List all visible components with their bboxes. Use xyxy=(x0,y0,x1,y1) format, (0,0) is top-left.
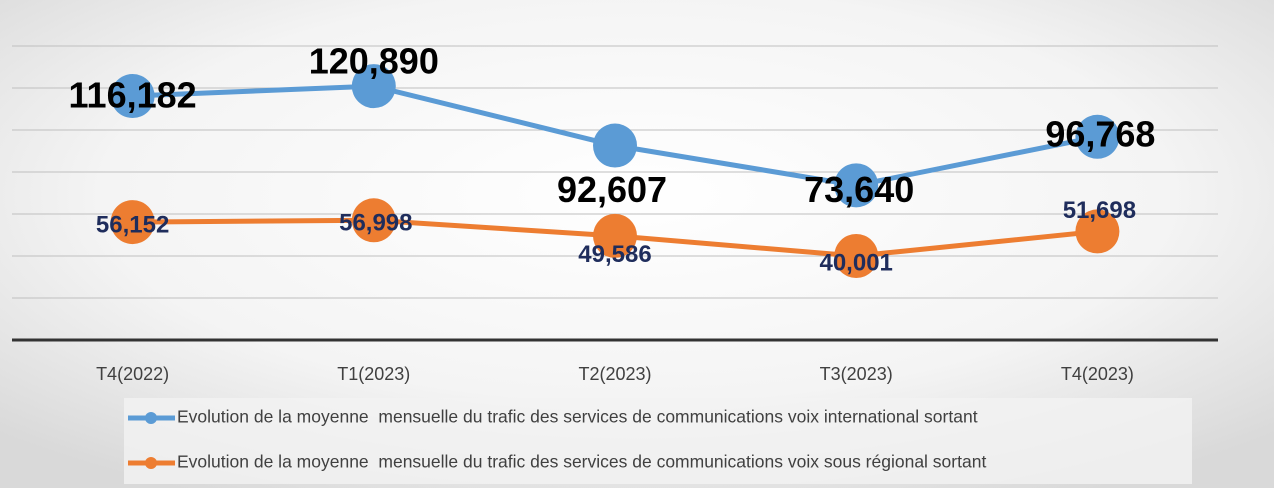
data-label: 56,998 xyxy=(339,210,412,237)
marker xyxy=(834,163,879,208)
marker xyxy=(593,213,637,258)
marker xyxy=(110,74,155,119)
data-label: 40,001 xyxy=(819,249,892,276)
marker xyxy=(351,198,396,243)
x-tick-label: T3(2023) xyxy=(820,364,893,384)
legend-label: Evolution de la moyenne mensuelle du tra… xyxy=(177,452,986,472)
marker xyxy=(110,200,155,245)
marker xyxy=(351,64,396,109)
data-label: 49,586 xyxy=(578,241,651,268)
marker xyxy=(1075,209,1120,254)
legend-box xyxy=(124,398,1192,484)
marker xyxy=(834,233,879,278)
data-label: 92,607 xyxy=(557,169,667,210)
data-label: 56,152 xyxy=(96,211,169,238)
data-label: 116,182 xyxy=(69,75,197,116)
legend-marker xyxy=(145,457,157,469)
x-tick-label: T4(2023) xyxy=(1061,364,1134,384)
legend-marker xyxy=(145,412,157,424)
data-label: 51,698 xyxy=(1063,197,1136,224)
x-tick-label: T1(2023) xyxy=(337,364,410,384)
data-label: 96,768 xyxy=(1045,113,1155,154)
x-tick-label: T2(2023) xyxy=(578,364,651,384)
marker xyxy=(593,123,637,168)
data-label: 120,890 xyxy=(309,41,439,82)
x-tick-label: T4(2022) xyxy=(96,364,169,384)
data-label: 73,640 xyxy=(804,169,914,210)
legend-label: Evolution de la moyenne mensuelle du tra… xyxy=(177,407,978,427)
marker xyxy=(1075,114,1120,159)
